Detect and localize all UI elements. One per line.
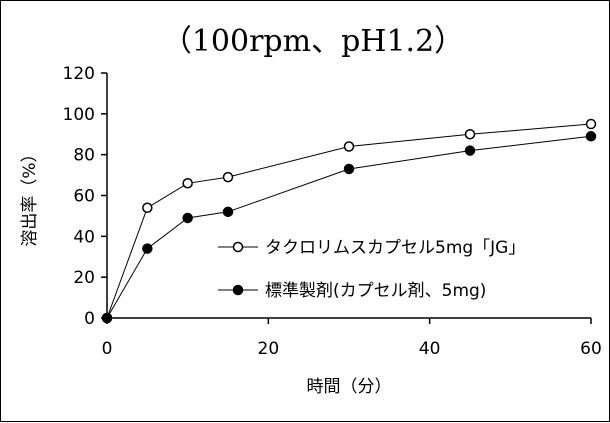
legend: タクロリムスカプセル5mg「JG」 標準製剤(カプセル剤、5mg) [218, 238, 525, 301]
series-1-point [585, 118, 597, 130]
y-tick-label: 80 [73, 146, 95, 166]
x-tick-label: 20 [258, 339, 280, 359]
series-1-point [464, 129, 476, 140]
chart-title: （100rpm、pH1.2） [162, 24, 464, 59]
legend-entry-1: タクロリムスカプセル5mg「JG」 [218, 238, 525, 258]
series-1-point [142, 202, 153, 213]
y-tick-label: 120 [63, 64, 95, 84]
series-2-point [343, 163, 355, 175]
y-tick-label: 60 [73, 187, 95, 207]
y-ticks: 0 20 40 60 80 100 120 [63, 64, 107, 329]
legend-entry-2: 標準製剤(カプセル剤、5mg) [218, 281, 486, 301]
x-tick-label: 40 [419, 339, 441, 359]
x-tick-label: 0 [102, 339, 113, 359]
series-2-point [182, 212, 193, 224]
legend-label-2: 標準製剤(カプセル剤、5mg) [265, 281, 486, 301]
legend-label-1: タクロリムスカプセル5mg「JG」 [265, 238, 525, 258]
series-2-point [464, 145, 476, 156]
series-1-point [343, 141, 355, 152]
series-1-point [222, 171, 234, 183]
x-axis-label: 時間（分） [307, 377, 392, 397]
series-2-point [585, 131, 597, 142]
x-tick-label: 60 [580, 339, 602, 359]
y-tick-label: 20 [73, 268, 95, 288]
series-2-point [142, 243, 153, 254]
legend-marker-filled [232, 284, 244, 296]
y-tick-label: 100 [63, 105, 95, 125]
y-tick-label: 40 [73, 227, 95, 247]
x-ticks: 0 20 40 60 [102, 318, 602, 359]
series-layer [101, 118, 597, 324]
legend-marker-open [232, 241, 244, 253]
series-1-point [182, 178, 193, 189]
y-tick-label: 0 [84, 309, 95, 329]
y-axis-label: 溶出率（%） [20, 145, 40, 246]
series-2-point [222, 206, 234, 218]
series-2-point [101, 312, 113, 324]
